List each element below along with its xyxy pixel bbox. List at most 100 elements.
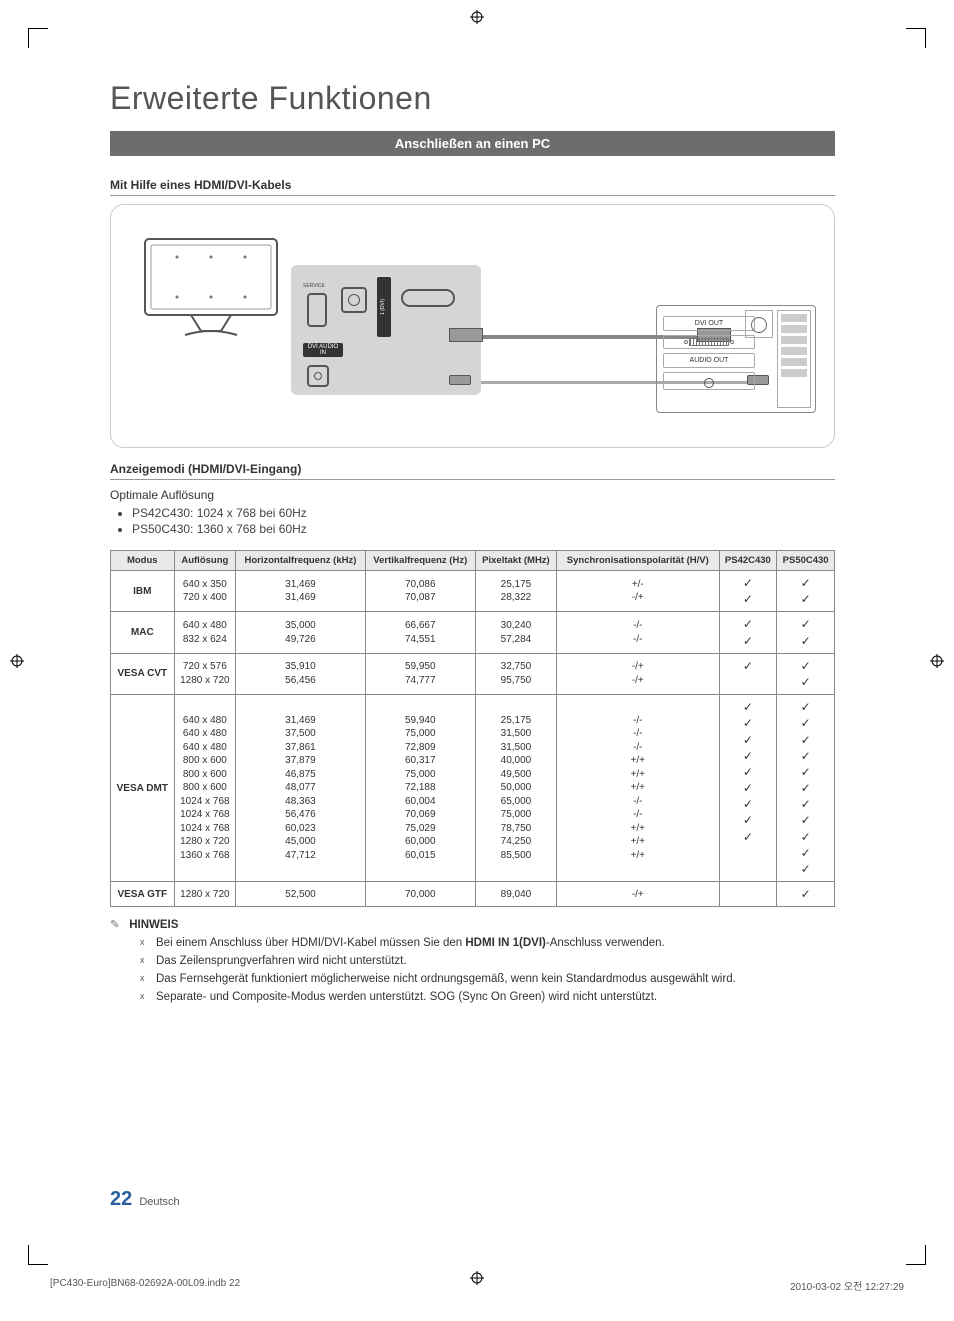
- data-cell: 640 x 480832 x 624: [174, 612, 236, 653]
- crop-mark: [906, 28, 926, 48]
- data-cell: ✓✓: [719, 612, 777, 653]
- pc-ports-panel: DVI OUT AUDIO OUT: [656, 305, 816, 413]
- dvi-audio-in-label: DVI AUDIO IN: [303, 343, 343, 357]
- data-cell: ✓✓: [777, 571, 835, 612]
- data-cell: ✓✓: [777, 612, 835, 653]
- section-heading-bar: Anschließen an einen PC: [110, 131, 835, 156]
- subheading-cable: Mit Hilfe eines HDMI/DVI-Kabels: [110, 178, 835, 196]
- data-cell: 32,75095,750: [475, 653, 556, 694]
- data-cell: ✓: [719, 653, 777, 694]
- print-footer: [PC430-Euro]BN68-02692A-00L09.indb 22 20…: [50, 1278, 904, 1293]
- audio-plug-icon: [449, 375, 471, 385]
- data-cell: 25,17531,50031,50040,00049,50050,00065,0…: [475, 695, 556, 882]
- data-cell: 70,08670,087: [365, 571, 475, 612]
- note-item: Bei einem Anschluss über HDMI/DVI-Kabel …: [146, 937, 835, 949]
- data-cell: -/+: [557, 882, 719, 907]
- data-cell: 66,66774,551: [365, 612, 475, 653]
- crop-mark: [906, 1245, 926, 1265]
- audio-jack-icon: [663, 372, 755, 390]
- service-label: SERVICE: [303, 283, 331, 289]
- audio-port-icon: [307, 365, 329, 387]
- mode-cell: MAC: [111, 612, 175, 653]
- note-list: Bei einem Anschluss über HDMI/DVI-Kabel …: [110, 937, 835, 1003]
- col-syncpol: Synchronisationspolarität (H/V): [557, 551, 719, 571]
- mode-cell: VESA GTF: [111, 882, 175, 907]
- data-cell: 25,17528,322: [475, 571, 556, 612]
- data-cell: 89,040: [475, 882, 556, 907]
- note-item: Das Zeilensprungverfahren wird nicht unt…: [146, 955, 835, 967]
- hdmi-port-icon: [401, 289, 455, 307]
- col-hfreq: Horizontalfrequenz (kHz): [236, 551, 366, 571]
- note-item: Separate- und Composite-Modus werden unt…: [146, 991, 835, 1003]
- data-cell: 30,24057,284: [475, 612, 556, 653]
- data-cell: 35,00049,726: [236, 612, 366, 653]
- data-cell: ✓✓✓✓✓✓✓✓✓: [719, 695, 777, 882]
- data-cell: ✓✓: [777, 653, 835, 694]
- audio-out-label: AUDIO OUT: [663, 353, 755, 368]
- data-cell: -/--/-: [557, 612, 719, 653]
- table-row: MAC640 x 480832 x 62435,00049,72666,6677…: [111, 612, 835, 653]
- col-modus: Modus: [111, 551, 175, 571]
- data-cell: ✓: [777, 882, 835, 907]
- data-cell: +/--/+: [557, 571, 719, 612]
- print-timestamp: 2010-03-02 오전 12:27:29: [790, 1278, 904, 1293]
- note-heading: HINWEIS: [129, 919, 178, 931]
- table-header-row: Modus Auflösung Horizontalfrequenz (kHz)…: [111, 551, 835, 571]
- table-row: VESA GTF1280 x 72052,50070,00089,040-/+ …: [111, 882, 835, 907]
- data-cell: 640 x 350720 x 400: [174, 571, 236, 612]
- data-cell: 31,46937,50037,86137,87946,87548,07748,3…: [236, 695, 366, 882]
- data-cell: 720 x 5761280 x 720: [174, 653, 236, 694]
- hdmi-plug-icon: [449, 328, 483, 342]
- connection-diagram: SERVICE 1 (DVI) DVI AUDIO IN: [110, 204, 835, 448]
- col-resolution: Auflösung: [174, 551, 236, 571]
- data-cell: ✓✓: [719, 571, 777, 612]
- optimal-resolution-label: Optimale Auflösung: [110, 488, 835, 502]
- data-cell: ✓✓✓✓✓✓✓✓✓✓✓: [777, 695, 835, 882]
- data-cell: 52,500: [236, 882, 366, 907]
- optimal-resolution-list: PS42C430: 1024 x 768 bei 60Hz PS50C430: …: [110, 506, 835, 536]
- list-item: PS50C430: 1360 x 768 bei 60Hz: [132, 522, 835, 536]
- mode-cell: VESA CVT: [111, 653, 175, 694]
- registration-mark-icon: [930, 654, 944, 668]
- page-title: Erweiterte Funktionen: [110, 80, 835, 117]
- note-block: ✎ HINWEIS Bei einem Anschluss über HDMI/…: [110, 917, 835, 1003]
- table-row: VESA DMT640 x 480640 x 480640 x 480800 x…: [111, 695, 835, 882]
- footer-language: Deutsch: [139, 1196, 179, 1208]
- data-cell: 35,91056,456: [236, 653, 366, 694]
- note-icon: ✎: [110, 917, 124, 931]
- dvi-port-icon: [663, 335, 755, 349]
- data-cell: 640 x 480640 x 480640 x 480800 x 600800 …: [174, 695, 236, 882]
- crop-mark: [28, 28, 48, 48]
- page-footer: 22 Deutsch: [110, 1188, 180, 1211]
- tv-icon: [141, 235, 281, 345]
- table-row: IBM640 x 350720 x 40031,46931,46970,0867…: [111, 571, 835, 612]
- data-cell: 70,000: [365, 882, 475, 907]
- print-file-info: [PC430-Euro]BN68-02692A-00L09.indb 22: [50, 1278, 240, 1293]
- crop-mark: [28, 1245, 48, 1265]
- data-cell: -/--/--/-+/++/++/+-/--/-+/++/++/+: [557, 695, 719, 882]
- port-icon: [341, 287, 367, 313]
- data-cell: 1280 x 720: [174, 882, 236, 907]
- data-cell: 31,46931,469: [236, 571, 366, 612]
- table-row: VESA CVT720 x 5761280 x 72035,91056,4565…: [111, 653, 835, 694]
- page-content: Erweiterte Funktionen Anschließen an ein…: [110, 80, 835, 1009]
- subheading-display-modes: Anzeigemodi (HDMI/DVI-Eingang): [110, 462, 835, 480]
- col-ps42: PS42C430: [719, 551, 777, 571]
- display-modes-table: Modus Auflösung Horizontalfrequenz (kHz)…: [110, 550, 835, 907]
- col-pixelclock: Pixeltakt (MHz): [475, 551, 556, 571]
- data-cell: [719, 882, 777, 907]
- col-vfreq: Vertikalfrequenz (Hz): [365, 551, 475, 571]
- note-text: Bei einem Anschluss über HDMI/DVI-Kabel …: [156, 937, 665, 949]
- data-cell: -/+-/+: [557, 653, 719, 694]
- list-item: PS42C430: 1024 x 768 bei 60Hz: [132, 506, 835, 520]
- mode-cell: IBM: [111, 571, 175, 612]
- col-ps50: PS50C430: [777, 551, 835, 571]
- pc-tower-icon: [777, 310, 811, 408]
- registration-mark-icon: [10, 654, 24, 668]
- data-cell: 59,95074,777: [365, 653, 475, 694]
- pc-graphic-icon: [745, 310, 773, 338]
- registration-mark-icon: [470, 10, 484, 24]
- mode-cell: VESA DMT: [111, 695, 175, 882]
- page-number: 22: [110, 1188, 132, 1210]
- data-cell: 59,94075,00072,80960,31775,00072,18860,0…: [365, 695, 475, 882]
